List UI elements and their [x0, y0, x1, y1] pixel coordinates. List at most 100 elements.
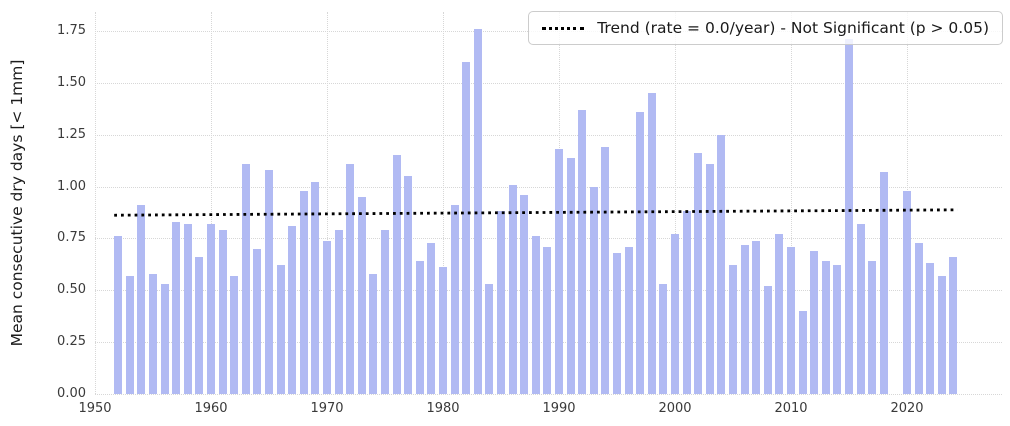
bar-1990: [555, 149, 563, 394]
bar-1964: [253, 248, 262, 394]
gridline-vertical: [443, 12, 444, 394]
gridline-vertical: [95, 12, 96, 394]
bar-2002: [694, 153, 703, 394]
bar-1974: [369, 273, 378, 394]
bar-1976: [392, 155, 401, 394]
gridline-horizontal: [95, 82, 1002, 84]
gridline-vertical: [211, 12, 212, 394]
x-tick-label: 2000: [658, 401, 692, 416]
x-tick-label: 2020: [890, 401, 924, 416]
bar-2003: [705, 163, 714, 394]
bar-1982: [462, 62, 471, 394]
x-tick-label: 1960: [194, 401, 228, 416]
bar-1998: [647, 93, 656, 394]
bar-1969: [311, 182, 320, 394]
y-tick-label: 1.75: [57, 23, 86, 39]
bar-2017: [868, 261, 877, 394]
bar-2021: [914, 242, 923, 394]
gridline-vertical: [791, 12, 792, 394]
gridline-horizontal: [95, 394, 1002, 395]
bar-1968: [299, 190, 308, 394]
bar-1960: [207, 223, 215, 394]
bar-1996: [624, 246, 633, 394]
gridline-horizontal: [95, 238, 1002, 240]
bar-2009: [775, 234, 784, 394]
bar-1965: [265, 170, 273, 394]
bar-2010: [787, 246, 795, 394]
bar-1962: [230, 275, 239, 394]
bar-2001: [682, 211, 691, 394]
bar-1953: [125, 275, 134, 394]
x-tick-label: 1970: [310, 401, 344, 416]
bar-1983: [473, 28, 482, 394]
bar-1967: [288, 226, 297, 394]
bar-2014: [833, 265, 842, 394]
bar-1979: [427, 242, 436, 394]
bar-1971: [334, 230, 343, 394]
legend: Trend (rate = 0.0/year) - Not Significan…: [528, 11, 1003, 45]
bar-2018: [879, 172, 888, 394]
legend-label: Trend (rate = 0.0/year) - Not Significan…: [597, 19, 989, 37]
x-tick-label: 1990: [542, 401, 576, 416]
bar-1999: [659, 284, 668, 394]
bar-2020: [903, 190, 911, 394]
bar-1955: [149, 273, 157, 394]
bar-2006: [740, 244, 749, 394]
bar-1988: [531, 236, 540, 394]
gridline-horizontal: [95, 134, 1002, 136]
bar-2000: [671, 234, 679, 394]
bar-1995: [613, 252, 621, 394]
bar-1987: [520, 194, 529, 394]
bar-1993: [589, 186, 598, 394]
y-tick-label: 1.25: [57, 126, 86, 142]
bar-1973: [357, 196, 366, 394]
y-tick-label: 1.50: [57, 74, 86, 90]
bar-2024: [949, 257, 958, 394]
bar-2016: [856, 223, 865, 394]
bar-1952: [114, 236, 123, 394]
gridline-vertical: [675, 12, 676, 394]
bar-1997: [636, 111, 645, 394]
bar-1986: [508, 184, 517, 394]
bar-1972: [346, 163, 355, 394]
bar-2022: [926, 263, 935, 394]
bar-1977: [404, 176, 413, 394]
bar-1992: [578, 109, 587, 394]
bar-1958: [183, 223, 192, 394]
bar-1989: [543, 246, 552, 394]
bar-1956: [160, 284, 169, 394]
bar-2008: [763, 286, 772, 394]
x-tick-label: 1980: [426, 401, 460, 416]
bar-1957: [172, 221, 181, 394]
legend-trend-line-icon: [542, 26, 585, 30]
bar-1984: [485, 284, 494, 394]
bar-2023: [937, 275, 946, 394]
bar-2004: [717, 134, 726, 394]
y-tick-label: 0.00: [57, 386, 86, 401]
y-tick-label: 1.00: [57, 178, 86, 194]
x-tick-label: 2010: [774, 401, 808, 416]
y-tick-label: 0.50: [57, 282, 86, 298]
bar-2015: [845, 39, 853, 394]
bar-1980: [439, 267, 447, 394]
bar-1970: [323, 240, 331, 394]
bar-2011: [798, 311, 807, 394]
bar-1985: [497, 211, 505, 394]
y-tick-label: 0.25: [57, 334, 86, 350]
x-tick-label: 1950: [78, 401, 112, 416]
bar-1978: [415, 261, 424, 394]
bar-2013: [821, 261, 830, 394]
gridline-horizontal: [95, 186, 1002, 188]
y-axis-label: Mean consecutive dry days [< 1mm]: [8, 59, 26, 347]
bar-1994: [601, 147, 610, 394]
bar-1961: [218, 230, 227, 394]
gridline-vertical: [327, 12, 328, 394]
bar-2005: [729, 265, 737, 394]
bar-1975: [381, 230, 389, 394]
bar-1981: [450, 205, 459, 394]
bar-1959: [195, 257, 204, 394]
bar-1991: [566, 157, 575, 394]
bar-2012: [810, 250, 819, 394]
bar-1963: [241, 163, 250, 394]
